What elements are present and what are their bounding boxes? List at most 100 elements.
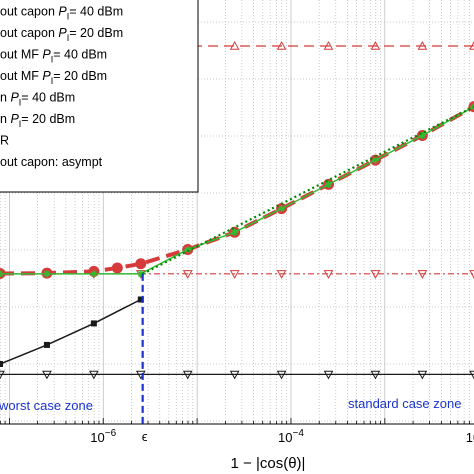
legend-label-text: out MF (0, 69, 42, 83)
marker-triangle-down (276, 370, 287, 380)
legend-label-text: n (0, 91, 10, 105)
legend-label: out capon: asympt (0, 155, 103, 169)
legend-label-symbol: P (42, 48, 51, 62)
marker-triangle-up (276, 40, 287, 50)
legend-label-value: = 20 dBm (69, 26, 123, 40)
legend-label-text: out MF (0, 48, 42, 62)
marker-triangle-down (229, 370, 240, 380)
marker-star-arm (0, 270, 3, 275)
marker-triangle-down (417, 370, 428, 380)
series-5 (0, 296, 144, 367)
legend-entry: out MF PI= 20 dBm (0, 69, 107, 86)
marker-triangle-down (89, 370, 99, 380)
legend-entry: n PI= 40 dBm (0, 91, 75, 108)
marker-triangle-up (370, 40, 381, 50)
legend-label-subscript: I (67, 33, 70, 43)
legend-entry: out capon PI= 40 dBm (0, 5, 123, 22)
legend-label-text: out capon (0, 5, 58, 19)
marker-star-arm (471, 105, 474, 110)
legend-entry: out MF PI= 40 dBm (0, 48, 107, 65)
legend-label-text: R (0, 134, 9, 148)
series-6 (0, 370, 474, 380)
series-7 (142, 105, 474, 275)
legend-label: n PI= 40 dBm (0, 91, 75, 108)
marker-triangle-down (469, 270, 474, 279)
legend-label-subscript: I (19, 98, 22, 108)
legend-label: out capon PI= 20 dBm (0, 26, 123, 43)
marker-star-arm (471, 103, 474, 108)
marker-triangle-down (417, 270, 428, 279)
legend-label: R (0, 134, 9, 148)
epsilon-label: ϵ (142, 429, 148, 444)
standard-case-zone-label: standard case zone (348, 396, 461, 411)
marker-triangle-up (229, 40, 240, 50)
x-tick-label: 10−2 (466, 428, 474, 445)
marker-star-arm (137, 270, 144, 277)
marker-star-arm (419, 132, 426, 139)
worst-case-zone-label: worst case zone (0, 398, 93, 413)
legend-entry: R (0, 134, 9, 148)
legend-entry: out capon: asympt (0, 155, 103, 169)
x-tick-base: 10 (278, 430, 292, 445)
marker-triangle-down (323, 370, 334, 380)
x-tick-base: 10 (90, 430, 104, 445)
marker-star-arm (325, 181, 332, 188)
legend-entry: out capon PI= 20 dBm (0, 26, 123, 43)
legend-label-subscript: I (67, 12, 70, 22)
marker-triangle-down (42, 370, 52, 380)
marker-triangle-up (417, 40, 428, 50)
plot-frame (0, 418, 474, 425)
marker-star-arm (90, 270, 97, 277)
marker-triangle-down (276, 270, 287, 279)
legend-label: out capon PI= 40 dBm (0, 5, 123, 22)
marker-triangle-down (182, 370, 193, 380)
series-line (0, 298, 142, 365)
marker-triangle-down (370, 370, 381, 380)
legend-label: out MF PI= 20 dBm (0, 69, 107, 86)
legend-label-value: = 40 dBm (53, 48, 107, 62)
marker-triangle-down (229, 270, 240, 279)
legend-label-symbol: P (58, 5, 67, 19)
legend-label-subscript: I (51, 76, 54, 86)
x-tick-exponent: −4 (293, 428, 305, 439)
legend-label-text: out capon (0, 26, 58, 40)
legend-label: out MF PI= 40 dBm (0, 48, 107, 65)
marker-star-arm (0, 272, 3, 277)
marker-triangle-down (323, 270, 334, 279)
x-tick-exponent: −6 (105, 428, 117, 439)
marker-square (90, 320, 97, 327)
marker-square (137, 296, 144, 303)
marker-triangle-down (0, 370, 5, 380)
legend-label-value: = 20 dBm (53, 69, 107, 83)
marker-star-arm (44, 270, 50, 277)
series-line (142, 105, 474, 275)
marker-circle (111, 262, 123, 274)
legend-entry: n PI= 20 dBm (0, 112, 75, 129)
marker-triangle-down (469, 370, 474, 380)
series-4 (0, 103, 474, 278)
legend-label-symbol: P (42, 69, 51, 83)
legend-label-value: = 20 dBm (21, 112, 75, 126)
series-layer (0, 40, 474, 380)
marker-star-arm (278, 205, 285, 212)
legend-label-symbol: P (10, 112, 19, 126)
marker-star-arm (372, 157, 379, 164)
marker-triangle-down (370, 270, 381, 279)
x-tick-labels: 10−610−410−2 (90, 428, 474, 445)
legend-label-subscript: I (51, 55, 54, 65)
marker-star-arm (231, 229, 238, 236)
marker-square (0, 361, 3, 367)
legend-label-text: n (0, 112, 10, 126)
marker-triangle-up (323, 40, 334, 50)
legend-label-symbol: P (10, 91, 19, 105)
legend-box (0, 0, 199, 193)
x-tick-base: 10 (466, 430, 474, 445)
marker-star-arm (184, 246, 191, 253)
marker-triangle-up (469, 40, 474, 50)
legend-label-value: = 40 dBm (69, 5, 123, 19)
legend-label: n PI= 20 dBm (0, 112, 75, 129)
marker-circle (135, 258, 147, 270)
legend-label-subscript: I (19, 119, 22, 129)
